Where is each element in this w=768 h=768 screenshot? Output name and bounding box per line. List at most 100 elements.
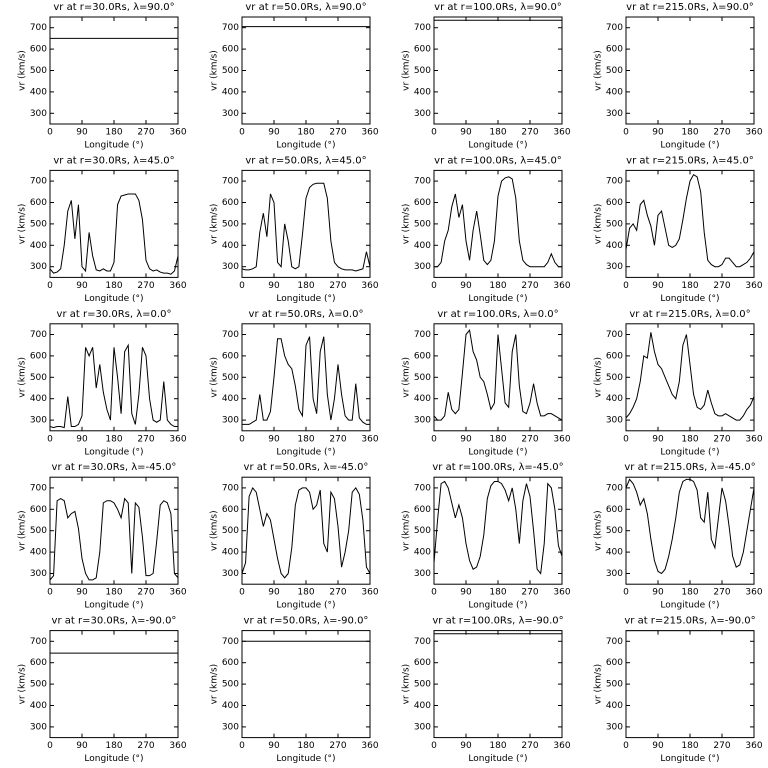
x-tick-label: 180 — [105, 588, 122, 598]
x-tick-label: 360 — [361, 281, 378, 291]
x-tick-label: 0 — [431, 434, 437, 444]
y-tick-label: 500 — [30, 526, 47, 536]
x-tick-label: 90 — [76, 128, 88, 138]
y-tick-label: 700 — [606, 483, 623, 493]
y-tick-label: 700 — [30, 637, 47, 647]
panel-title: vr at r=50.0Rs, λ=0.0° — [249, 309, 364, 320]
x-axis-label: Longitude (°) — [468, 141, 527, 151]
x-tick-label: 360 — [745, 281, 762, 291]
data-line — [434, 176, 562, 268]
x-tick-label: 90 — [76, 434, 88, 444]
y-tick-label: 700 — [30, 177, 47, 187]
panel: vr at r=30.0Rs, λ=45.0° Longitude (°) vr (… — [18, 155, 187, 304]
plot-frame — [433, 16, 563, 125]
y-tick-label: 500 — [606, 66, 623, 76]
x-tick-label: 90 — [652, 281, 664, 291]
x-tick-label: 270 — [521, 128, 538, 138]
y-tick-label: 700 — [222, 23, 239, 33]
panel: vr at r=100.0Rs, λ=45.0° Longitude (°) vr … — [402, 155, 571, 304]
x-tick-label: 360 — [169, 128, 186, 138]
y-tick-label: 400 — [414, 87, 431, 97]
y-tick-label: 300 — [414, 569, 431, 579]
x-tick-label: 180 — [489, 128, 506, 138]
y-tick-label: 500 — [30, 373, 47, 383]
y-axis-label: vr (km/s) — [594, 664, 604, 705]
x-tick-label: 0 — [47, 281, 53, 291]
panel: vr at r=215.0Rs, λ=-45.0° Longitude (°) vr… — [594, 462, 763, 611]
y-tick-label: 700 — [222, 177, 239, 187]
y-tick-label: 700 — [606, 637, 623, 647]
y-tick-label: 300 — [30, 569, 47, 579]
y-axis-label: vr (km/s) — [594, 357, 604, 398]
x-tick-label: 270 — [521, 281, 538, 291]
x-tick-label: 360 — [361, 588, 378, 598]
y-tick-label: 300 — [222, 416, 239, 426]
plot-frame — [241, 169, 371, 278]
y-axis-label: vr (km/s) — [210, 204, 220, 245]
x-tick-label: 180 — [297, 434, 314, 444]
y-tick-label: 400 — [606, 548, 623, 558]
x-axis-label: Longitude (°) — [84, 294, 143, 304]
panel-title: vr at r=50.0Rs, λ=90.0° — [245, 2, 366, 13]
x-tick-label: 360 — [169, 281, 186, 291]
x-tick-label: 360 — [745, 434, 762, 444]
panel: vr at r=30.0Rs, λ=-90.0° Longitude (°) vr … — [18, 616, 187, 765]
y-axis-label: vr (km/s) — [594, 510, 604, 551]
x-tick-label: 90 — [268, 128, 280, 138]
x-tick-label: 270 — [521, 434, 538, 444]
x-tick-label: 270 — [137, 281, 154, 291]
x-tick-label: 180 — [105, 281, 122, 291]
y-tick-label: 600 — [606, 658, 623, 668]
x-tick-label: 360 — [169, 588, 186, 598]
panel-title: vr at r=100.0Rs, λ=-90.0° — [432, 616, 563, 627]
y-axis-label: vr (km/s) — [210, 510, 220, 551]
panel: vr at r=100.0Rs, λ=-45.0° Longitude (°) vr… — [402, 462, 571, 611]
x-tick-label: 90 — [268, 281, 280, 291]
y-tick-label: 400 — [606, 701, 623, 711]
x-tick-label: 180 — [681, 128, 698, 138]
x-tick-label: 0 — [623, 434, 629, 444]
y-tick-label: 400 — [414, 241, 431, 251]
x-tick-label: 180 — [297, 588, 314, 598]
x-tick-label: 90 — [76, 588, 88, 598]
x-tick-label: 360 — [553, 741, 570, 751]
data-line — [626, 332, 754, 421]
plot-frame — [625, 630, 755, 739]
y-tick-label: 500 — [222, 526, 239, 536]
panel: vr at r=100.0Rs, λ=-90.0° Longitude (°) vr… — [402, 616, 571, 765]
panel-title: vr at r=50.0Rs, λ=45.0° — [245, 155, 366, 166]
panel-title: vr at r=30.0Rs, λ=-90.0° — [52, 616, 177, 627]
panel: vr at r=215.0Rs, λ=-90.0° Longitude (°) vr… — [594, 616, 763, 765]
y-tick-label: 600 — [30, 198, 47, 208]
x-tick-label: 90 — [460, 281, 472, 291]
y-tick-label: 300 — [606, 569, 623, 579]
x-tick-label: 360 — [553, 128, 570, 138]
x-tick-label: 90 — [268, 741, 280, 751]
y-axis-label: vr (km/s) — [402, 357, 412, 398]
x-tick-label: 270 — [137, 741, 154, 751]
y-tick-label: 600 — [222, 505, 239, 515]
plot-frame — [241, 476, 371, 585]
y-tick-label: 600 — [414, 45, 431, 55]
panel: vr at r=30.0Rs, λ=0.0° Longitude (°) vr (k… — [18, 309, 187, 458]
x-tick-label: 180 — [681, 741, 698, 751]
y-tick-label: 500 — [606, 526, 623, 536]
x-tick-label: 360 — [745, 741, 762, 751]
y-axis-label: vr (km/s) — [594, 50, 604, 91]
panel: vr at r=50.0Rs, λ=-45.0° Longitude (°) vr … — [210, 462, 379, 611]
plot-frame — [49, 16, 179, 125]
x-axis-label: Longitude (°) — [84, 754, 143, 764]
y-tick-label: 400 — [606, 394, 623, 404]
x-tick-label: 360 — [745, 128, 762, 138]
x-tick-label: 360 — [169, 434, 186, 444]
x-axis-label: Longitude (°) — [84, 141, 143, 151]
y-tick-label: 700 — [222, 637, 239, 647]
y-axis-label: vr (km/s) — [18, 204, 28, 245]
y-tick-label: 500 — [414, 680, 431, 690]
x-axis-label: Longitude (°) — [468, 601, 527, 611]
x-tick-label: 90 — [268, 434, 280, 444]
y-tick-label: 700 — [414, 23, 431, 33]
plot-frame — [49, 476, 179, 585]
y-tick-label: 400 — [222, 548, 239, 558]
plot-frame — [625, 16, 755, 125]
